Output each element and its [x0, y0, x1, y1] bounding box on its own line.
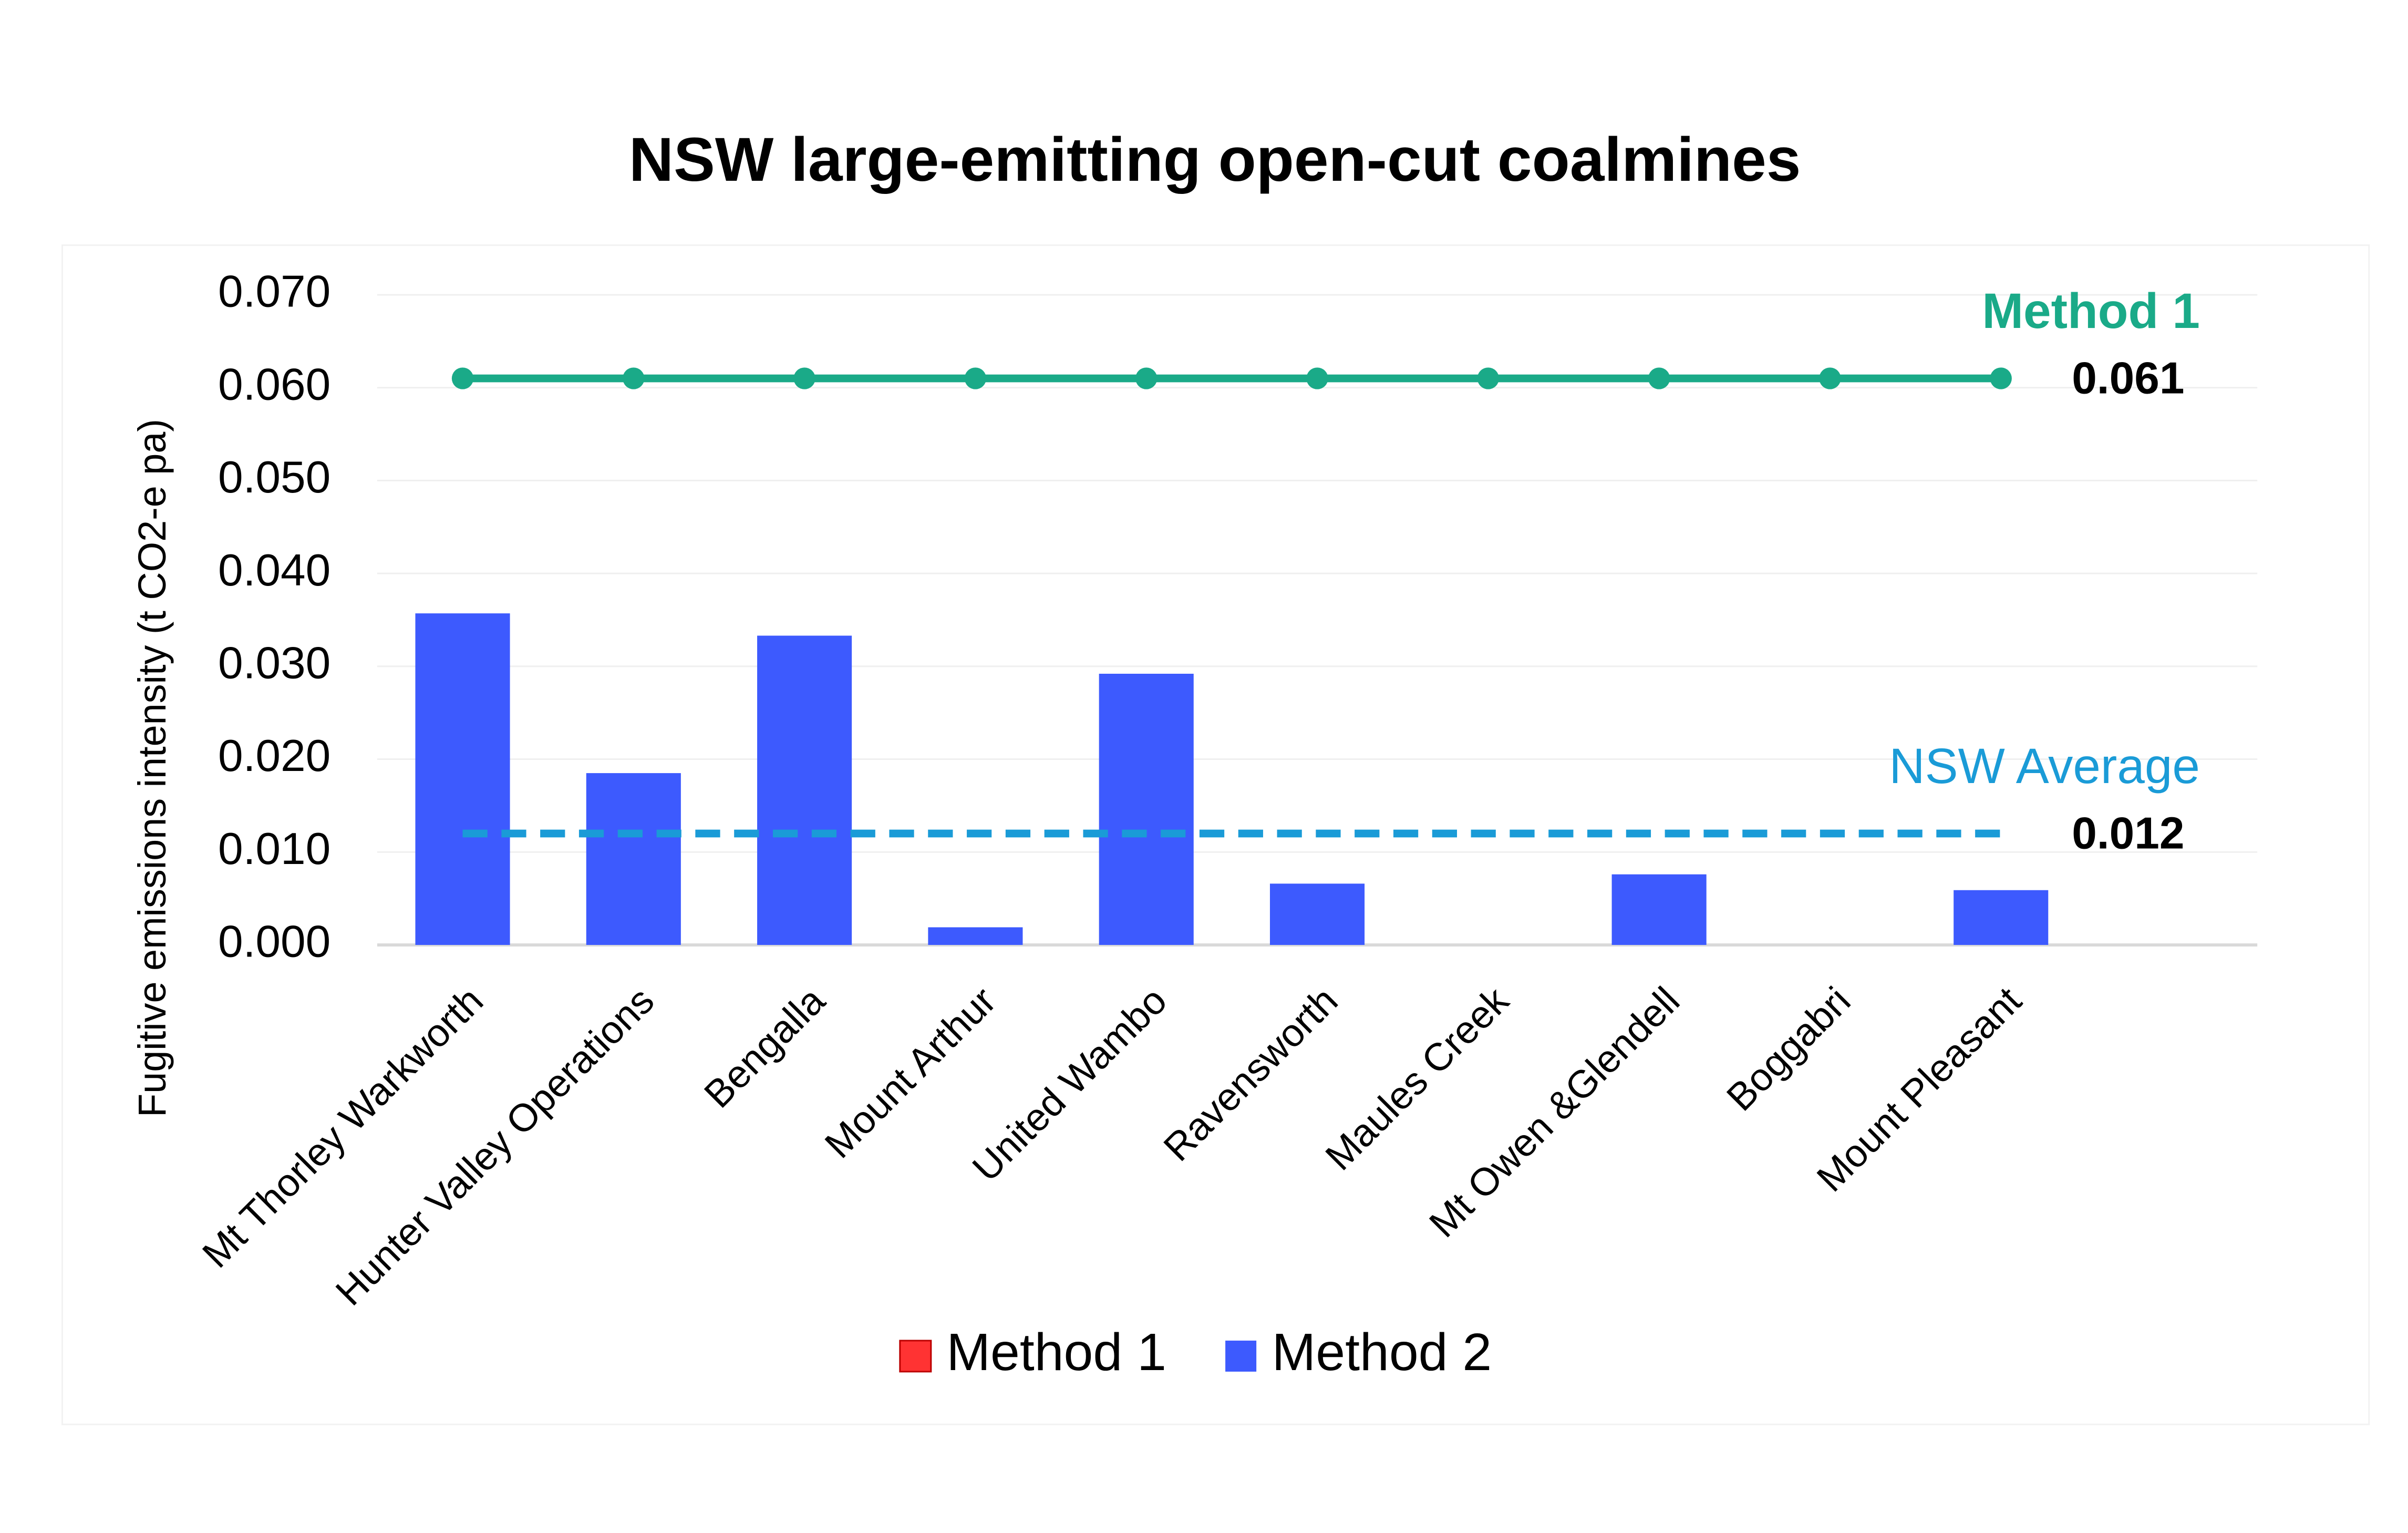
y-tick-label: 0.040: [218, 545, 330, 595]
legend-swatch: [1225, 1340, 1257, 1372]
reference-marker: [1306, 367, 1328, 389]
reference-marker: [1819, 367, 1841, 389]
reference-marker: [1135, 367, 1158, 389]
x-tick-label: Mt Thorley Warkworth: [194, 979, 491, 1276]
chart-area: [61, 244, 2370, 1425]
x-tick-label: Boggabri: [1718, 979, 1859, 1119]
x-tick-label: Bengalla: [696, 978, 833, 1116]
reference-value-label: 0.061: [2072, 353, 2184, 404]
y-tick-label: 0.060: [218, 359, 330, 409]
legend-swatch: [899, 1340, 932, 1373]
legend-label: Method 1: [946, 1323, 1166, 1382]
reference-label: Method 1: [1982, 283, 2200, 339]
bar: [928, 927, 1023, 945]
y-tick-label: 0.000: [218, 917, 330, 967]
bar: [586, 773, 681, 945]
reference-marker: [1648, 367, 1670, 389]
reference-value-label: 0.012: [2072, 808, 2184, 858]
bar: [1269, 883, 1365, 945]
bar: [1954, 890, 2049, 945]
bar: [1611, 874, 1707, 945]
legend-label: Method 2: [1272, 1323, 1492, 1382]
reference-marker: [793, 367, 815, 389]
bar: [757, 635, 852, 945]
y-tick-label: 0.070: [218, 266, 330, 317]
x-tick-label: Ravensworth: [1155, 979, 1346, 1169]
reference-marker: [623, 367, 645, 389]
reference-marker: [1990, 367, 2012, 389]
x-tick-label: Mount Arthur: [817, 979, 1004, 1166]
reference-marker: [1477, 367, 1499, 389]
reference-label: NSW Average: [1889, 738, 2200, 794]
y-axis-label: Fugitive emissions intensity (t CO2-e pa…: [130, 419, 174, 1117]
y-tick-label: 0.030: [218, 637, 330, 688]
bar: [1099, 673, 1194, 945]
y-tick-label: 0.050: [218, 452, 330, 502]
y-tick-label: 0.020: [218, 731, 330, 781]
chart-title: NSW large-emitting open-cut coalmines: [629, 125, 1801, 194]
x-tick-label: Hunter Valley Operations: [327, 979, 663, 1314]
reference-marker: [451, 367, 474, 389]
reference-marker: [964, 367, 987, 389]
y-tick-label: 0.010: [218, 824, 330, 874]
bar: [415, 613, 510, 945]
